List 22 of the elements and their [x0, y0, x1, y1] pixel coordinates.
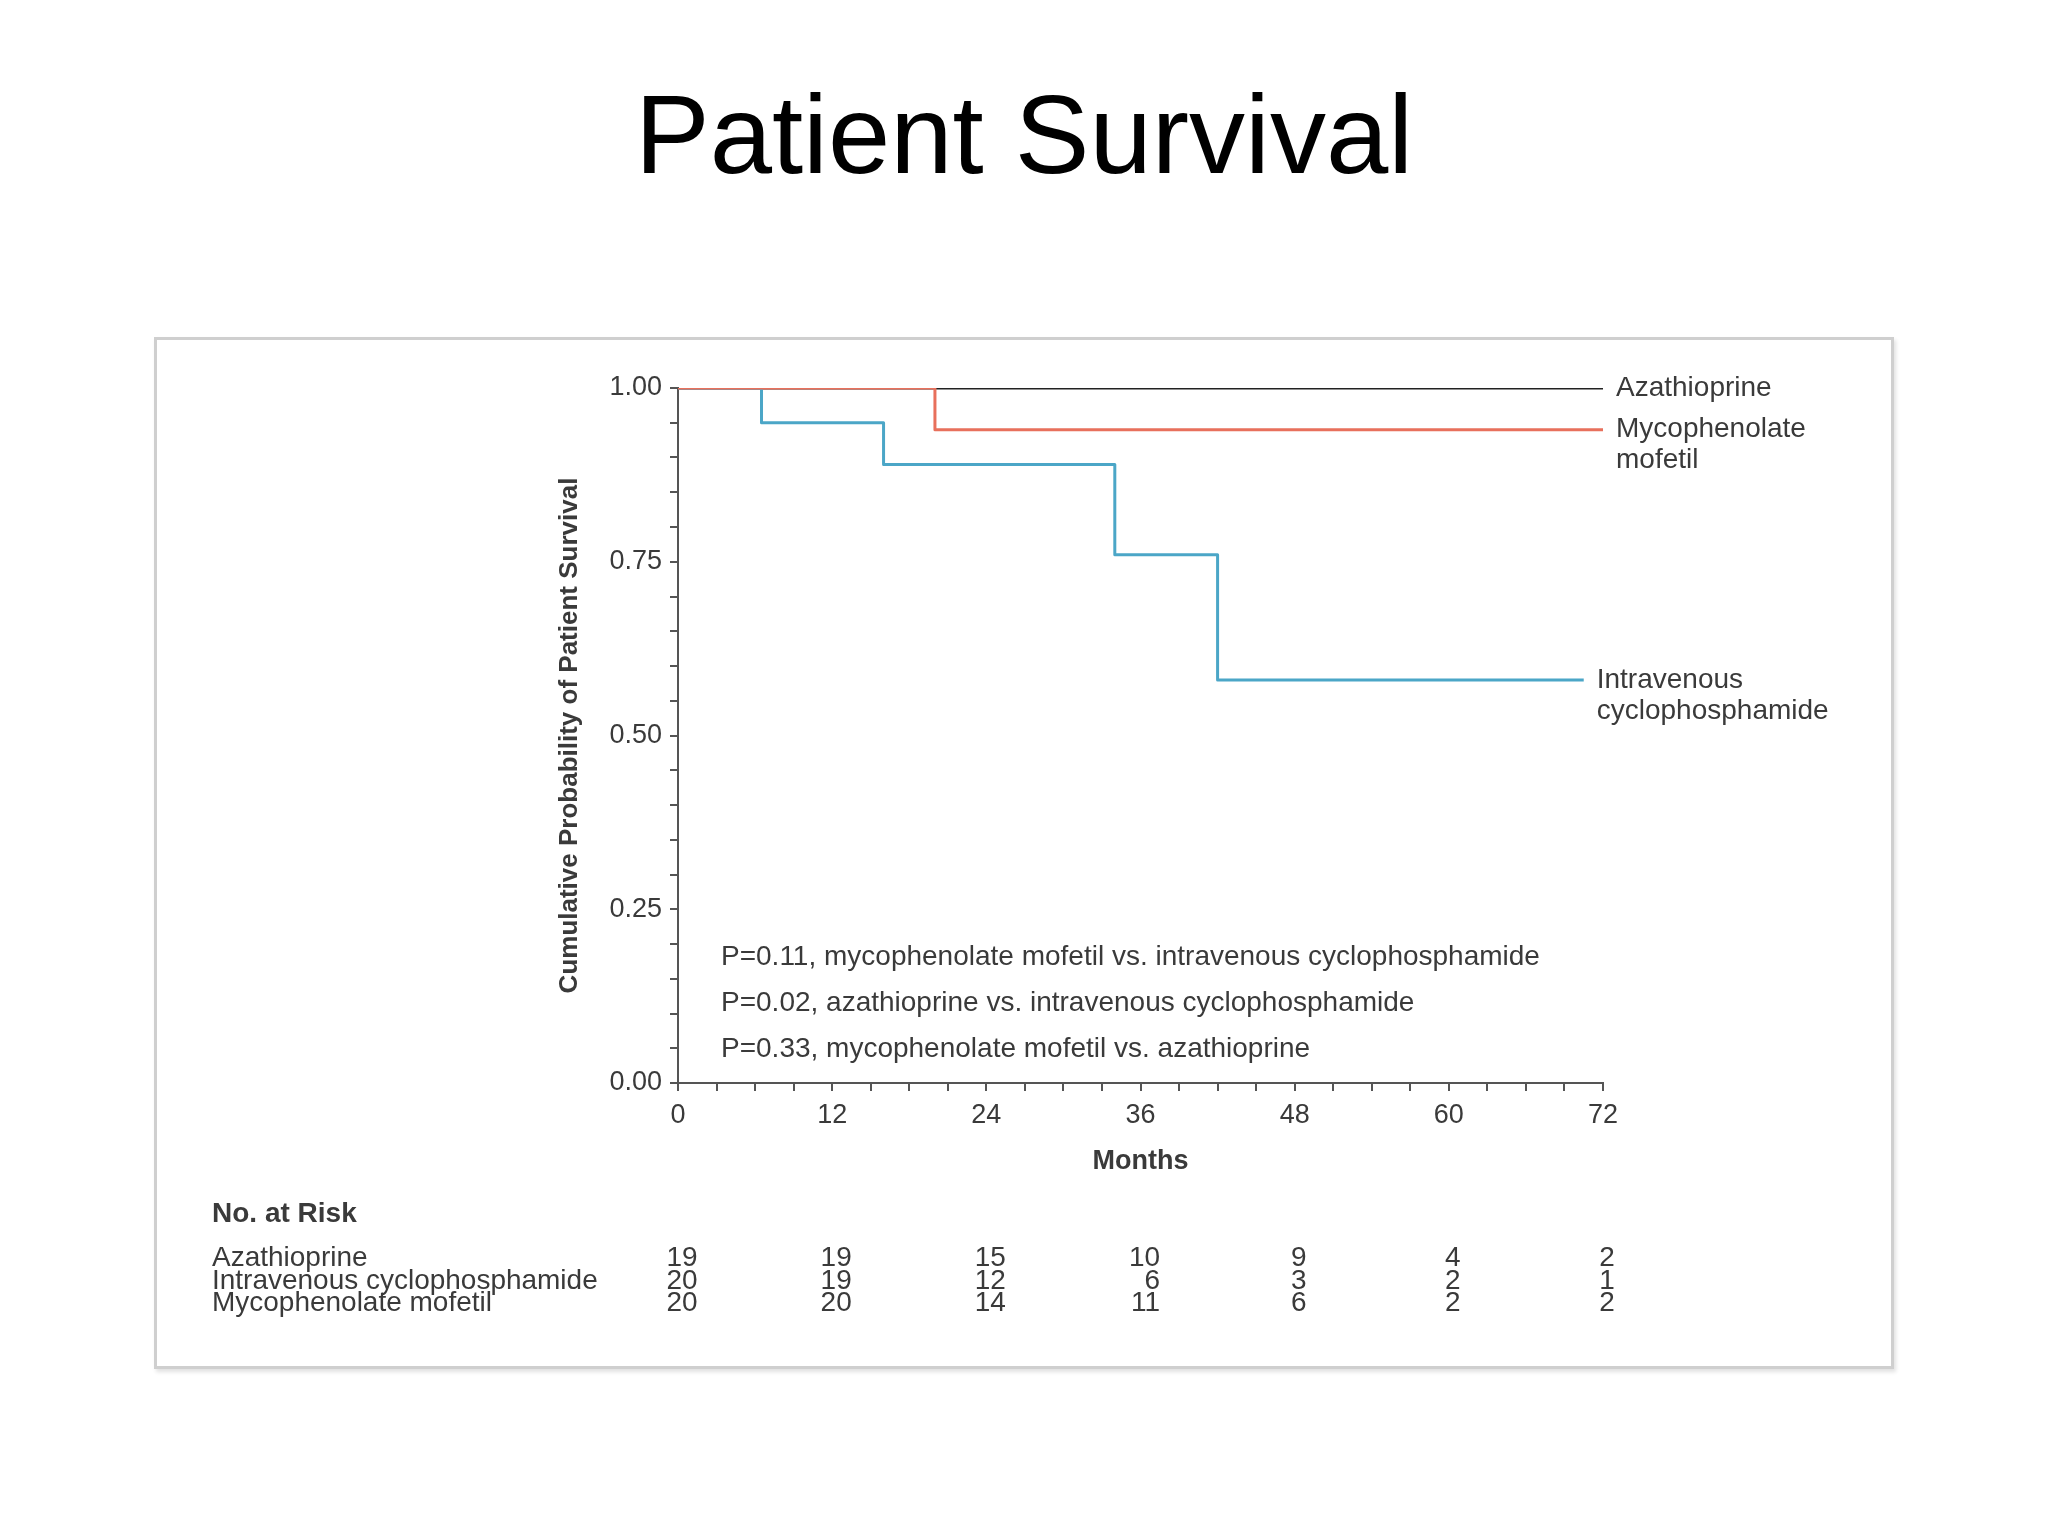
annotation: P=0.02, azathioprine vs. intravenous cyclophosphamide — [721, 985, 1415, 1017]
x-tick-label: 12 — [817, 1098, 848, 1129]
text: No. at Risk — [212, 1196, 357, 1230]
series-label: Intravenous cyclophosphamide — [1596, 662, 1829, 725]
series-label: Azathioprine — [1616, 370, 1772, 402]
y-tick-label: 1.00 — [609, 371, 662, 402]
annotation: P=0.33, mycophenolate mofetil vs. azathioprine — [721, 1031, 1311, 1063]
x-tick-label: 48 — [1279, 1098, 1310, 1129]
x-tick-label: 24 — [971, 1098, 1002, 1129]
chart-title: Patient Survival — [633, 72, 1415, 197]
y-tick-label: 0.25 — [609, 892, 662, 923]
annotation: P=0.11, mycophenolate mofetil vs. intravenous cyclophosphamide — [721, 939, 1540, 971]
series-label: Mycophenolate mofetil — [1616, 412, 1806, 475]
y-tick-label: 0.75 — [609, 545, 662, 576]
x-tick-label: 60 — [1433, 1098, 1464, 1129]
y-tick-label: 0.50 — [609, 718, 662, 749]
x-tick-label: 0 — [670, 1098, 686, 1129]
y-tick-label: 0.00 — [609, 1066, 662, 1097]
x-axis-title: Months — [1092, 1145, 1189, 1176]
x-tick-label: 36 — [1125, 1098, 1156, 1129]
y-axis-title: Cumulative Probability of Patient Survival — [552, 477, 583, 994]
x-tick-label: 72 — [1587, 1098, 1619, 1129]
